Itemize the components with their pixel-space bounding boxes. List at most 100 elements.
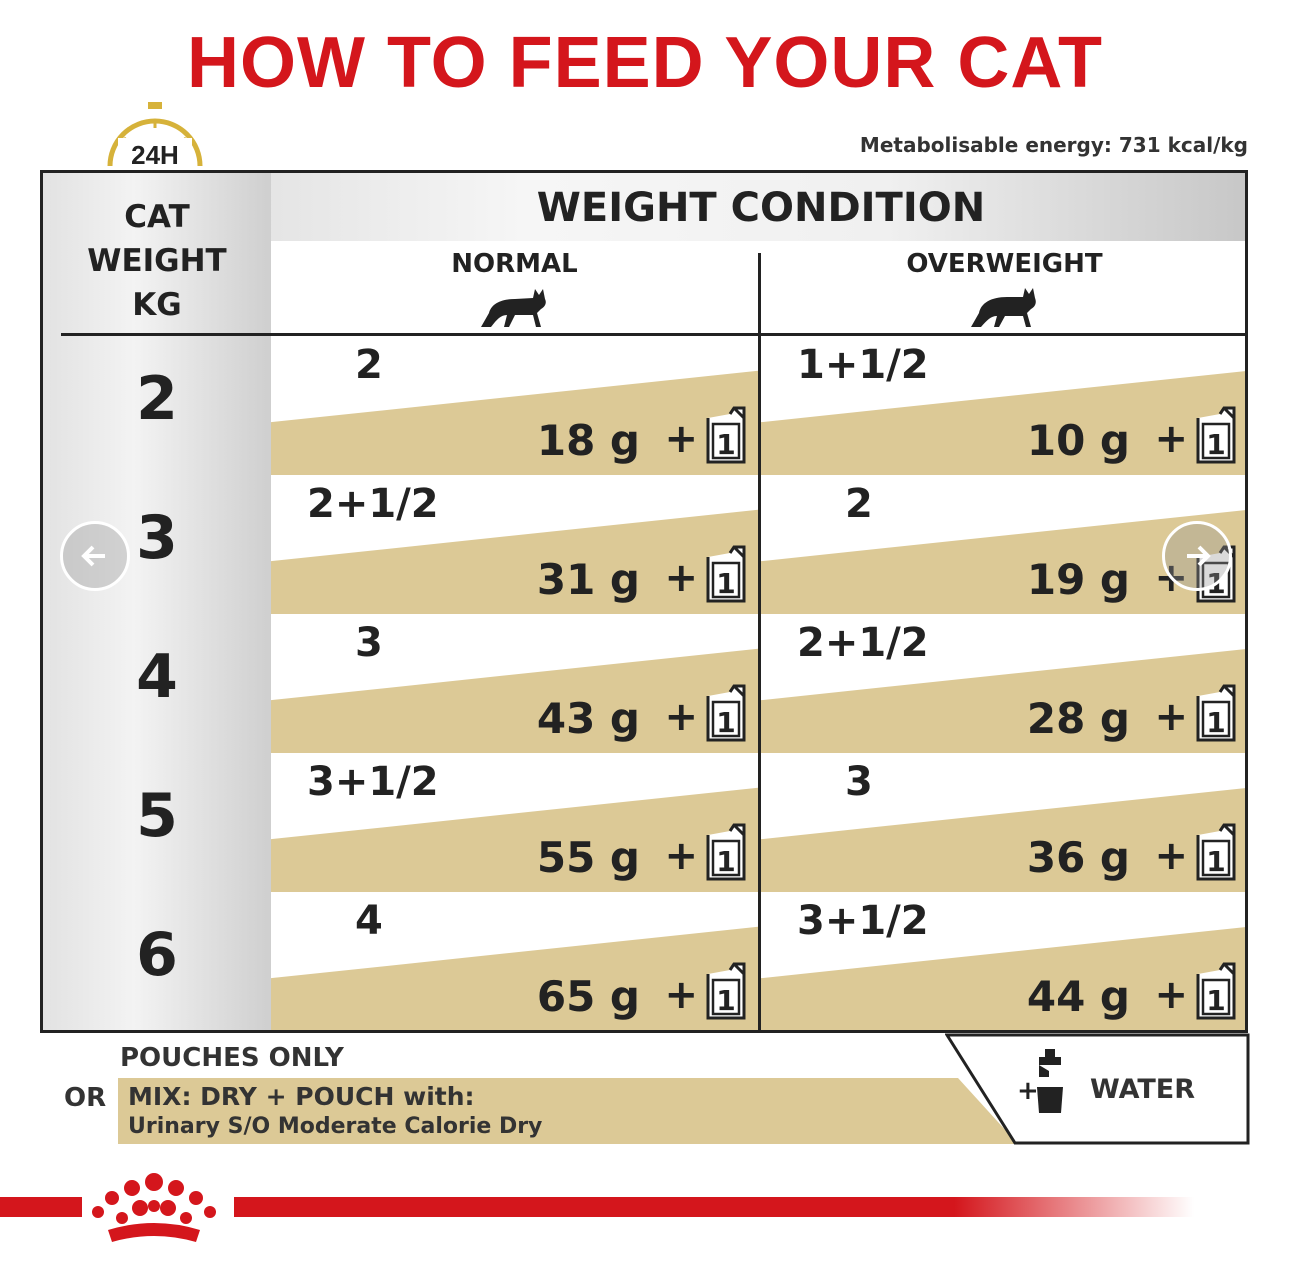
- pouch-digit: 1: [716, 428, 735, 461]
- weight-value: 6: [136, 920, 178, 990]
- pouch-count: 3: [845, 759, 873, 805]
- table-cell: 2+1/2 28 g +1: [761, 614, 1245, 753]
- pouch-count: 2: [845, 481, 873, 527]
- plus-sign: +: [1154, 833, 1188, 879]
- header-divider: [61, 333, 1245, 336]
- page-title: HOW TO FEED YOUR CAT: [186, 23, 1104, 103]
- weight-header-line: CAT: [124, 199, 190, 235]
- next-slide-button[interactable]: [1162, 521, 1232, 591]
- plus-sign: +: [664, 972, 698, 1018]
- wedge-shape: [271, 509, 758, 614]
- water-tap-icon: [1037, 1049, 1063, 1113]
- footer-line-right: [234, 1197, 1194, 1217]
- clock-label: 24H: [131, 140, 179, 170]
- dry-grams: 65 g: [536, 972, 640, 1021]
- plus-sign: +: [1154, 694, 1188, 740]
- pouch-digit: 1: [716, 845, 735, 878]
- weight-column: [43, 173, 271, 1030]
- plus-sign: +: [1154, 416, 1188, 462]
- pouch-digit: 1: [1206, 706, 1225, 739]
- arrow-left-icon: [81, 545, 105, 567]
- normal-label: NORMAL: [451, 249, 578, 279]
- dry-grams: 18 g: [536, 416, 640, 465]
- wedge-shape: [271, 926, 758, 1030]
- normal-header: NORMAL: [271, 241, 758, 333]
- pouch-icon: 1: [1196, 823, 1236, 881]
- weight-value: 2: [136, 364, 178, 434]
- cat-silhouette-icon: [761, 281, 1245, 333]
- arrow-right-icon: [1187, 545, 1211, 567]
- table-cell: 1+1/2 10 g +1: [761, 336, 1245, 475]
- dry-grams: 28 g: [1026, 694, 1130, 743]
- mix-label: MIX: DRY + POUCH with:: [128, 1082, 475, 1111]
- pouch-count: 3+1/2: [797, 898, 929, 944]
- pouch-icon: 1: [706, 406, 746, 464]
- footer-line-left: [0, 1197, 82, 1217]
- pouch-count: 2+1/2: [307, 481, 439, 527]
- wedge-shape: [271, 787, 758, 892]
- plus-sign: +: [1154, 972, 1188, 1018]
- mix-band: [118, 1078, 1018, 1144]
- table-cell: 3+1/2 55 g +1: [271, 753, 758, 892]
- pouch-digit: 1: [1206, 845, 1225, 878]
- feeding-table: CAT WEIGHT KG WEIGHT CONDITION NORMAL OV…: [40, 170, 1248, 1033]
- wedge-shape: [761, 649, 1245, 753]
- mix-product-label: Urinary S/O Moderate Calorie Dry: [128, 1114, 543, 1139]
- plus-sign: +: [664, 694, 698, 740]
- pouch-count: 3+1/2: [307, 759, 439, 805]
- pouch-icon: 1: [706, 823, 746, 881]
- pouch-icon: 1: [1196, 962, 1236, 1020]
- wedge-shape: [761, 371, 1245, 475]
- pouch-count: 2: [355, 342, 383, 388]
- condition-header: WEIGHT CONDITION: [536, 185, 986, 231]
- pouch-digit: 1: [716, 984, 735, 1017]
- previous-slide-button[interactable]: [60, 521, 130, 591]
- pouch-count: 4: [355, 898, 383, 944]
- wedge-shape: [271, 370, 758, 475]
- wedge-shape: [761, 788, 1245, 892]
- dry-grams: 55 g: [536, 833, 640, 882]
- pouch-icon: 1: [1196, 684, 1236, 742]
- dry-grams: 10 g: [1026, 416, 1130, 465]
- pouch-icon: 1: [1196, 406, 1236, 464]
- weight-value: 3: [136, 503, 178, 573]
- wedge-shape: [761, 510, 1245, 614]
- pouch-digit: 1: [716, 706, 735, 739]
- pouch-digit: 1: [1206, 984, 1225, 1017]
- pouch-count: 1+1/2: [797, 342, 929, 388]
- plus-sign: +: [664, 555, 698, 601]
- weight-header-line: KG: [132, 287, 182, 323]
- pouch-icon: 1: [706, 684, 746, 742]
- table-cell: 2+1/2 31 g +1: [271, 475, 758, 614]
- dry-grams: 43 g: [536, 694, 640, 743]
- pouch-count: 3: [355, 620, 383, 666]
- wedge-shape: [761, 927, 1245, 1030]
- wedge-shape: [271, 648, 758, 753]
- pouches-only-label: POUCHES ONLY: [120, 1043, 344, 1073]
- pouch-digit: 1: [1206, 428, 1225, 461]
- water-plus: +: [1017, 1076, 1039, 1106]
- pouch-icon: 1: [706, 962, 746, 1020]
- plus-sign: +: [664, 416, 698, 462]
- table-cell: 2 18 g +1: [271, 336, 758, 475]
- water-label: WATER: [1090, 1074, 1196, 1105]
- weight-header: CAT WEIGHT KG: [43, 195, 271, 327]
- weight-header-line: WEIGHT: [87, 243, 227, 279]
- cat-silhouette-icon: [271, 281, 758, 333]
- column-divider: [758, 253, 761, 1030]
- dry-grams: 31 g: [536, 555, 640, 604]
- clock-24h-icon: 24H: [100, 98, 210, 176]
- pouch-icon: 1: [706, 545, 746, 603]
- table-cell: 3 43 g +1: [271, 614, 758, 753]
- weight-value: 5: [136, 781, 178, 851]
- weight-value: 4: [136, 642, 178, 712]
- crown-logo-icon: [92, 1173, 216, 1242]
- plus-sign: +: [664, 833, 698, 879]
- or-label: OR: [64, 1083, 107, 1113]
- pouch-digit: 1: [716, 567, 735, 600]
- dry-grams: 44 g: [1026, 972, 1130, 1021]
- table-cell: 3 36 g +1: [761, 753, 1245, 892]
- table-cell: 3+1/2 44 g +1: [761, 892, 1245, 1030]
- overweight-header: OVERWEIGHT: [761, 241, 1245, 333]
- table-cell: 4 65 g +1: [271, 892, 758, 1030]
